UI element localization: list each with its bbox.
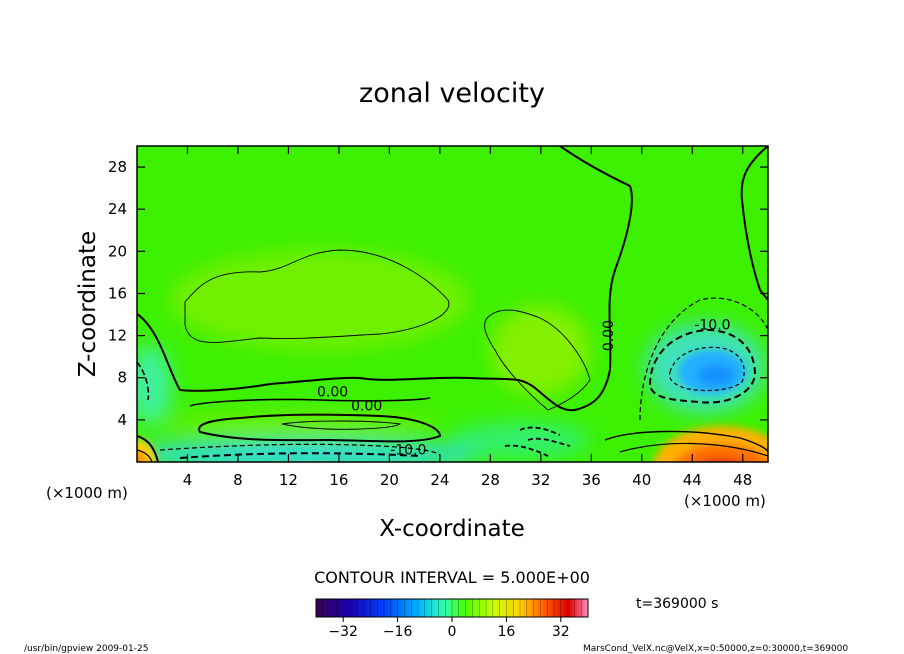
y-tick-label: 4 [117, 411, 127, 429]
y-tick-label: 12 [108, 327, 127, 345]
colorbar-stripes [322, 599, 582, 617]
x-tick-label: 8 [233, 471, 243, 489]
x-tick-label: 12 [279, 471, 298, 489]
colorbar-tick-label: −32 [328, 624, 358, 640]
x-tick-label: 4 [183, 471, 193, 489]
x-tick-label: 44 [683, 471, 702, 489]
x-tick-label: 48 [733, 471, 752, 489]
y-tick-label: 28 [108, 158, 127, 176]
heatmap-field: 0.000.00-10.00.00 -10.0 [137, 146, 768, 462]
y-axis: 4 8 12 16 20 24 28 [108, 158, 768, 429]
contour-interval-text: CONTOUR INTERVAL = 5.000E+00 [314, 568, 590, 587]
x-tick-label: 32 [531, 471, 550, 489]
colorbar-tick-label: 16 [497, 624, 515, 640]
colorbar-tick-label: 0 [448, 624, 457, 640]
contour-label: -10.0 [390, 443, 426, 459]
x-tick-label: 28 [481, 471, 500, 489]
chart-title: zonal velocity [359, 78, 545, 109]
plot-frame [136, 145, 769, 463]
contour-label: 0.00 [601, 320, 617, 351]
x-tick-label: 40 [632, 471, 651, 489]
footer-left: /usr/bin/gpview 2009-01-25 [24, 644, 148, 654]
y-axis-label: Z-coordinate [75, 231, 101, 377]
contour-label: -10.0 [694, 317, 730, 333]
colorbar-tick-label: 32 [552, 624, 570, 640]
y-tick-label: 20 [108, 242, 127, 260]
x-axis-unit: (×1000 m) [684, 492, 766, 510]
colorbar-tick-label: −16 [383, 624, 413, 640]
contour-label: 0.00 [317, 385, 348, 401]
x-tick-label: 20 [380, 471, 399, 489]
x-tick-label: 24 [430, 471, 449, 489]
contour-label: 0.00 [351, 398, 382, 414]
time-label: t=369000 s [636, 596, 718, 612]
x-axis: 4 8 12 16 20 24 28 32 36 40 44 48 [183, 146, 752, 489]
y-tick-label: 16 [108, 284, 127, 302]
x-tick-label: 16 [329, 471, 348, 489]
colorbar-ticks: −32 −16 0 16 32 [328, 617, 570, 640]
y-tick-label: 24 [108, 200, 127, 218]
y-tick-label: 8 [117, 369, 127, 387]
y-axis-unit: (×1000 m) [46, 484, 128, 502]
x-tick-label: 36 [582, 471, 601, 489]
x-axis-label: X-coordinate [379, 516, 525, 542]
footer-right: MarsCond_VelX.nc@VelX,x=0:50000,z=0:3000… [583, 644, 848, 654]
